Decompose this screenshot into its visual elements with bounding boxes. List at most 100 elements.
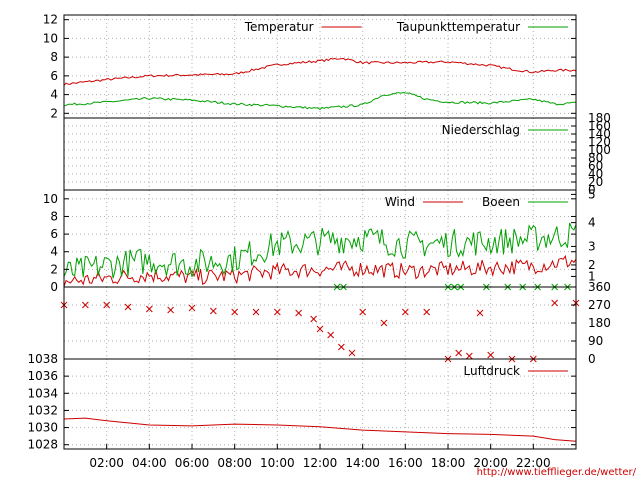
direction-mark — [465, 352, 473, 360]
y-tick-label: 1036 — [27, 369, 58, 383]
direction-mark-stroke — [209, 307, 217, 315]
y-tick-label-right: 160 — [588, 119, 611, 133]
direction-mark — [124, 303, 132, 311]
y-tick-label-right: 4 — [588, 216, 596, 230]
y-tick-label-right: 20 — [588, 175, 603, 189]
series-line-taupunkttemperatur — [63, 91, 576, 111]
x-tick-label: 22:00 — [516, 456, 551, 470]
direction-mark — [209, 307, 217, 315]
x-tick-label: 10:00 — [260, 456, 295, 470]
direction-mark — [476, 309, 484, 317]
series-line-temperatur — [63, 57, 577, 86]
direction-mark-stroke — [327, 331, 335, 339]
y-tick-label: 0 — [50, 280, 58, 294]
y-tick-label: 6 — [50, 69, 58, 83]
y-tick-label-right: 180 — [588, 111, 611, 125]
direction-mark — [310, 315, 317, 323]
direction-mark — [455, 349, 463, 357]
direction-mark — [337, 343, 345, 351]
y-tick-label-right: 3 — [588, 239, 596, 253]
direction-mark — [348, 349, 356, 357]
legend-label: Taupunkttemperatur — [396, 20, 520, 34]
direction-mark-stroke — [81, 301, 89, 309]
legend-label: Boeen — [482, 195, 520, 209]
x-tick-label: 02:00 — [89, 456, 124, 470]
y-tick-label: 4 — [50, 245, 58, 259]
direction-mark — [487, 351, 495, 359]
x-tick-label: 16:00 — [388, 456, 423, 470]
y-tick-label-right: 0 — [588, 183, 596, 197]
direction-mark — [423, 308, 431, 316]
legend-label: Luftdruck — [463, 364, 520, 378]
y-tick-label: 4 — [50, 88, 58, 102]
y-tick-label-right: 40 — [588, 167, 603, 181]
y-tick-label-right: 360 — [588, 280, 611, 294]
y-tick-label-right: 60 — [588, 159, 603, 173]
direction-mark-stroke — [273, 308, 281, 316]
y-tick-label: 2 — [50, 262, 58, 276]
y-tick-label: 1034 — [27, 386, 58, 400]
source-credit[interactable]: http://www.tiefflieger.de/wetter/ — [477, 467, 637, 478]
y-tick-label-right: 120 — [588, 135, 611, 149]
direction-mark-stroke — [551, 299, 559, 307]
direction-mark-stroke — [380, 319, 388, 327]
direction-mark-stroke — [252, 308, 260, 316]
direction-mark — [359, 308, 367, 316]
direction-mark-stroke — [295, 309, 303, 317]
legend-layer: Taupunkttemperatur Temperatur Niederschlag… — [244, 20, 568, 378]
y-tick-label-right: 80 — [588, 151, 603, 165]
series-line-boeen — [63, 222, 577, 279]
x-tick-label: 12:00 — [303, 456, 338, 470]
y-tick-label: 1030 — [27, 421, 58, 435]
x-tick-label: 20:00 — [473, 456, 508, 470]
x-tick-label: 04:00 — [132, 456, 167, 470]
direction-mark-stroke — [476, 309, 484, 317]
y-tick-label: 2 — [50, 106, 58, 120]
direction-mark-stroke — [103, 301, 111, 309]
direction-mark — [380, 319, 388, 327]
y-tick-label-right: 140 — [588, 127, 611, 141]
y-tick-label-right: 270 — [588, 298, 611, 312]
direction-mark-stroke — [487, 351, 495, 359]
grid-layer — [64, 15, 576, 449]
y-tick-label: 12 — [43, 13, 58, 27]
direction-mark-stroke — [455, 349, 463, 357]
direction-mark-stroke — [188, 304, 196, 312]
legend-label: Wind — [385, 195, 415, 209]
direction-mark — [273, 308, 281, 316]
x-tick-label: 14:00 — [345, 456, 380, 470]
direction-mark-stroke — [167, 306, 175, 314]
series-line-luftdruck — [63, 417, 577, 442]
series-line-wind — [63, 254, 577, 287]
direction-mark — [316, 325, 324, 333]
direction-mark-stroke — [145, 305, 153, 313]
y-tick-label-right: 5 — [588, 187, 596, 201]
direction-mark — [295, 309, 303, 317]
legend-label: Niederschlag — [442, 123, 520, 137]
direction-mark-stroke — [337, 343, 345, 351]
direction-mark — [401, 308, 409, 316]
direction-mark — [145, 305, 153, 313]
direction-mark-stroke — [231, 308, 239, 316]
y-tick-label: 10 — [43, 192, 58, 206]
y-tick-label: 6 — [50, 227, 58, 241]
y-tick-label-right: 1 — [588, 269, 596, 283]
direction-mark-stroke — [124, 303, 132, 311]
direction-mark — [188, 304, 196, 312]
legend-label: Temperatur — [244, 20, 314, 34]
direction-mark-stroke — [310, 315, 317, 323]
direction-mark-stroke — [401, 308, 409, 316]
direction-mark-stroke — [316, 325, 324, 333]
direction-mark — [81, 301, 89, 309]
direction-mark-stroke — [423, 308, 431, 316]
direction-mark — [167, 306, 175, 314]
tick-layer: 2468101202040608010012014016018002468101… — [27, 13, 610, 470]
direction-mark-stroke — [348, 349, 356, 357]
direction-mark — [327, 331, 335, 339]
y-tick-label-right: 180 — [588, 316, 611, 330]
y-tick-label-right: 2 — [588, 258, 596, 272]
y-tick-label: 1038 — [27, 352, 58, 366]
direction-mark — [231, 308, 239, 316]
y-tick-label: 8 — [50, 50, 58, 64]
